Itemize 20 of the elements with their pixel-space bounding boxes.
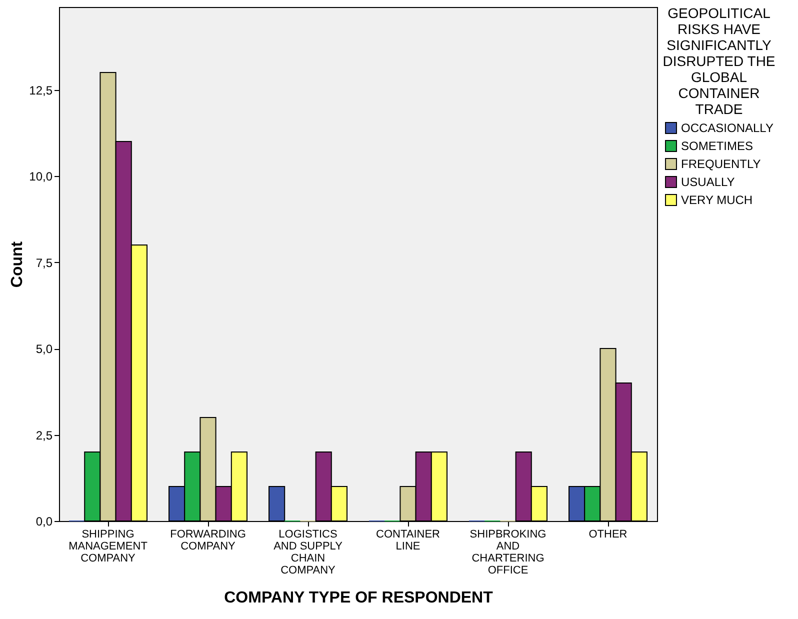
x-tick-label: OTHER [588, 528, 628, 540]
legend-label: FREQUENTLY [681, 157, 761, 171]
legend-label: SOMETIMES [681, 139, 754, 153]
y-tick-label: 0,0 [36, 514, 53, 528]
y-tick-label: 12,5 [29, 83, 53, 98]
y-tick-label: 2,5 [36, 428, 53, 442]
legend-label: OCCASIONALLY [681, 121, 774, 135]
legend-label: USUALLY [681, 175, 735, 189]
x-tick-label: CONTAINER LINE [376, 528, 440, 552]
x-tick-label: LOGISTICS AND SUPPLY CHAIN COMPANY [274, 528, 344, 576]
y-tick-label: 7,5 [36, 256, 53, 270]
legend-label: VERY MUCH [681, 193, 753, 207]
x-tick-label: SHIPBROKING AND CHARTERING OFFICE [470, 528, 546, 576]
x-tick-label: FORWARDING COMPANY [170, 528, 246, 552]
x-axis-title: COMPANY TYPE OF RESPONDENT [224, 590, 494, 606]
legend-title: GEOPOLITICAL RISKS HAVE SIGNIFICANTLY DISRUPTED THE GLOBAL CONTAINER TRADE [662, 5, 776, 117]
y-tick-label: 10,0 [29, 170, 53, 184]
y-tick-label: 5,0 [36, 342, 53, 356]
y-axis-title: Count [9, 240, 26, 288]
x-tick-label: SHIPPING MANAGEMENT COMPANY [68, 528, 148, 564]
